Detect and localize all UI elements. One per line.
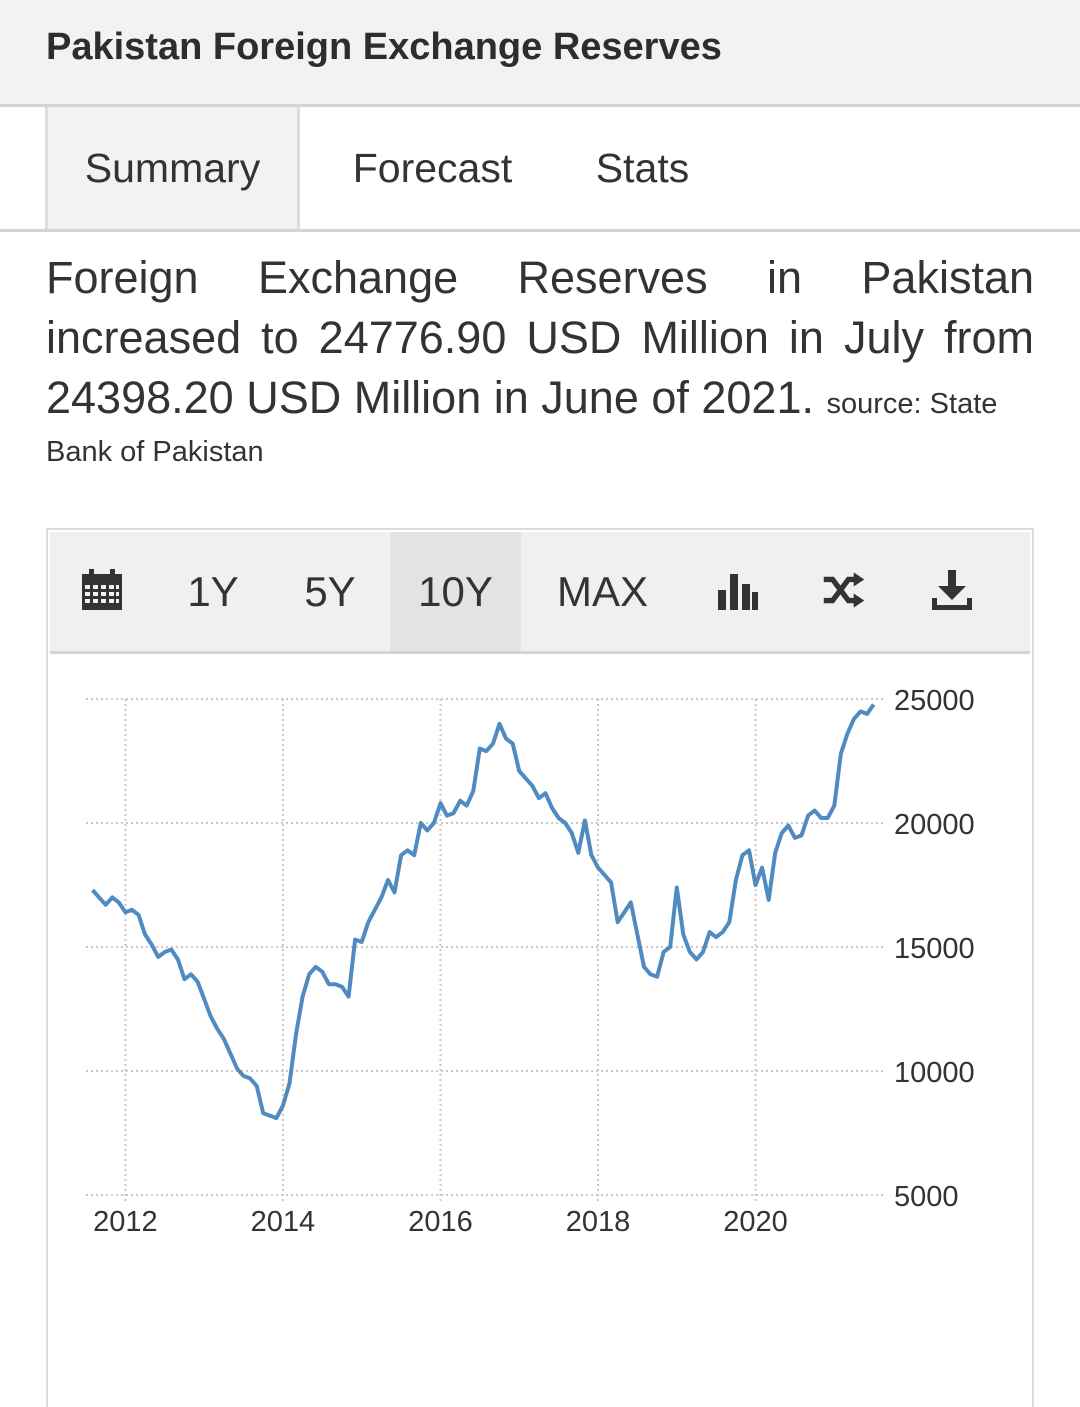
range-5y-button[interactable]: 5Y [304, 568, 356, 615]
download-icon[interactable] [930, 568, 974, 612]
chart-toolbar: 1Y 5Y 10Y MAX [50, 532, 1030, 654]
y-tick-label: 10000 [894, 1057, 975, 1089]
bar-chart-icon[interactable] [716, 568, 760, 612]
shuffle-icon[interactable] [822, 568, 866, 612]
x-tick-label: 2012 [93, 1206, 158, 1238]
y-tick-label: 25000 [894, 685, 975, 717]
y-tick-label: 15000 [894, 933, 975, 965]
chart-panel: 1Y 5Y 10Y MAX 5000 10000 15000 20000 25000 20… [46, 528, 1034, 1407]
summary-text: Foreign Exchange Reserves in Pakistan in… [46, 252, 1034, 423]
x-tick-label: 2014 [251, 1206, 316, 1238]
range-10y-button[interactable]: 10Y [390, 532, 521, 651]
tab-forecast[interactable]: Forecast [352, 145, 513, 191]
tab-summary[interactable]: Summary [45, 107, 300, 229]
line-chart: 5000 10000 15000 20000 25000 2012 2014 2016 2018… [86, 685, 975, 1238]
x-tick-label: 2020 [723, 1206, 788, 1238]
series-line [91, 703, 876, 1121]
source-link[interactable]: Bank of Pakistan [46, 436, 264, 468]
summary-paragraph: Foreign Exchange Reserves in Pakistan in… [46, 248, 1034, 468]
page-title: Pakistan Foreign Exchange Reserves [46, 26, 722, 68]
tab-bar: Summary Forecast Stats [0, 107, 1080, 232]
y-tick-label: 5000 [894, 1181, 959, 1213]
range-1y-button[interactable]: 1Y [187, 568, 239, 615]
source-label: source: State [826, 388, 998, 420]
page-header: Pakistan Foreign Exchange Reserves [0, 0, 1080, 107]
y-tick-label: 20000 [894, 809, 975, 841]
tab-stats[interactable]: Stats [595, 145, 690, 191]
calendar-icon[interactable] [80, 568, 124, 612]
x-tick-label: 2018 [566, 1206, 631, 1238]
range-max-button[interactable]: MAX [556, 568, 648, 615]
x-tick-label: 2016 [408, 1206, 473, 1238]
